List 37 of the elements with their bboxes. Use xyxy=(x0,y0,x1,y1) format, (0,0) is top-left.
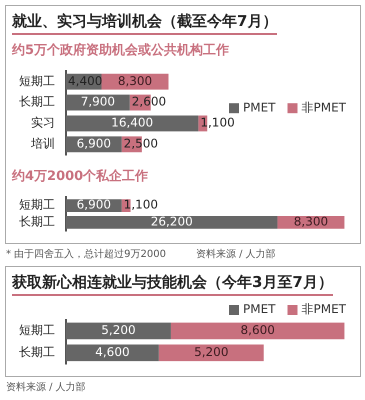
bar xyxy=(66,116,198,132)
data-label: 6,900 xyxy=(76,198,112,212)
legend-label: 非PMET xyxy=(302,302,347,316)
y-tick-label: 短期工 xyxy=(19,74,55,88)
data-label: 5,200 xyxy=(101,323,136,338)
data-label: 26,200 xyxy=(150,214,193,229)
data-label: 8,300 xyxy=(118,74,152,88)
legend-label: 非PMET xyxy=(302,100,347,114)
data-label: 8,600 xyxy=(240,323,275,338)
y-tick-label: 长期工 xyxy=(19,344,55,359)
text: * 由于四舍五入，总计超过9万2000 xyxy=(6,248,166,261)
data-label: 4,600 xyxy=(95,344,130,359)
data-label: 16,400 xyxy=(111,116,154,130)
y-tick-label: 短期工 xyxy=(19,198,55,212)
bar xyxy=(170,322,344,340)
chart-title: 就业、实习与培训机会（截至今年7月） xyxy=(12,12,278,35)
y-tick-label: 培训 xyxy=(30,136,55,150)
y-tick-label: 实习 xyxy=(31,116,55,130)
chart-subtitle: 约4万2000个私企工作 xyxy=(12,168,150,185)
legend-label: PMET xyxy=(242,100,276,114)
data-label: 8,300 xyxy=(294,214,328,229)
data-label: 5,200 xyxy=(194,344,228,359)
y-tick-label: 长期工 xyxy=(19,214,55,229)
data-label: 7,900 xyxy=(80,94,116,109)
bar xyxy=(66,344,159,362)
bar xyxy=(66,322,171,340)
text: 资料来源 / 人力部 xyxy=(196,248,276,261)
chart-title: 获取新心相连就业与技能机会（今年3月至7月） xyxy=(12,273,333,296)
legend-label: PMET xyxy=(242,302,276,316)
y-tick-label: 长期工 xyxy=(19,94,55,109)
bar xyxy=(158,344,264,362)
data-label: 6,900 xyxy=(76,136,112,150)
text: 资料来源 / 人力部 xyxy=(6,380,86,394)
chart-subtitle: 约5万个政府资助机会或公共机构工作 xyxy=(12,42,230,59)
data-label: 4,400 xyxy=(68,74,102,88)
bar xyxy=(66,216,278,229)
y-tick-label: 短期工 xyxy=(19,323,55,338)
